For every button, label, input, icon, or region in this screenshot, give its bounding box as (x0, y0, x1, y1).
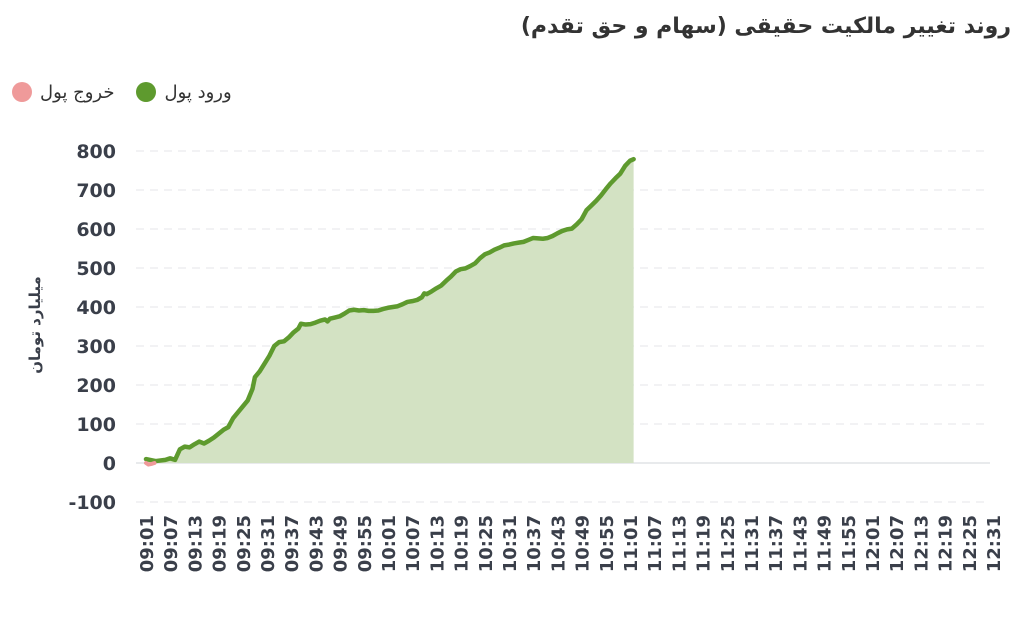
y-tick-label: 200 (76, 375, 116, 397)
y-tick-label: 0 (103, 453, 116, 475)
x-tick-label: 10:49 (573, 515, 594, 572)
x-tick-label: 11:49 (815, 515, 836, 572)
series-line-0 (143, 156, 636, 464)
x-tick-label: 11:13 (669, 515, 690, 572)
legend-label-inflow: ورود پول (164, 81, 232, 103)
series-area-0 (146, 159, 634, 463)
x-tick-label: 09:49 (331, 515, 352, 572)
x-tick-label: 10:01 (379, 515, 400, 572)
x-tick-label: 11:43 (790, 515, 811, 572)
x-tick-label: 10:43 (548, 515, 569, 572)
legend-marker-outflow (12, 82, 32, 102)
x-tick-label: 09:31 (258, 515, 279, 572)
x-tick-label: 12:13 (911, 515, 932, 572)
x-tick-label: 12:19 (936, 515, 957, 572)
x-tick-label: 11:25 (718, 515, 739, 572)
y-tick-label: 400 (76, 297, 116, 319)
x-tick-label: 09:13 (185, 515, 206, 572)
legend-label-outflow: خروج پول (40, 81, 115, 103)
x-tick-label: 12:01 (863, 515, 884, 572)
x-tick-label: 12:25 (960, 515, 981, 572)
x-tick-label: 09:55 (355, 515, 376, 572)
x-tick-label: 11:31 (742, 515, 763, 572)
x-tick-label: 10:55 (597, 515, 618, 572)
series-line-1 (144, 461, 157, 467)
x-tick-label: 10:07 (403, 515, 424, 572)
x-tick-label: 09:37 (282, 515, 303, 572)
x-tick-label: 11:07 (645, 515, 666, 572)
x-tick-label: 09:01 (137, 515, 158, 572)
y-tick-label: 600 (76, 219, 116, 241)
x-tick-label: 11:19 (694, 515, 715, 572)
x-tick-label: 10:19 (452, 515, 473, 572)
y-tick-label: 300 (76, 336, 116, 358)
x-tick-label: 10:31 (500, 515, 521, 572)
x-tick-label: 12:31 (984, 515, 1005, 572)
legend-marker-inflow (136, 82, 157, 102)
y-tick-label: 700 (76, 180, 116, 202)
x-tick-label: 12:07 (887, 515, 908, 572)
legend: ورود پول خروج پول (12, 80, 232, 104)
x-tick-label: 09:07 (161, 515, 182, 572)
x-tick-label: 09:25 (234, 515, 255, 572)
y-tick-label: 500 (76, 258, 116, 280)
x-tick-label: 11:01 (621, 515, 642, 572)
x-tick-label: 11:37 (766, 515, 787, 572)
x-tick-label: 10:37 (524, 515, 545, 572)
chart-title: روند تغییر مالکیت حقیقی (سهام و حق تقدم) (520, 14, 1011, 39)
y-tick-label: -100 (68, 492, 116, 514)
x-tick-label: 11:55 (839, 515, 860, 572)
x-tick-label: 09:43 (306, 515, 327, 572)
x-tick-label: 10:13 (427, 515, 448, 572)
x-tick-label: 10:25 (476, 515, 497, 572)
y-tick-label: 800 (76, 141, 116, 163)
legend-item-inflow[interactable]: ورود پول (136, 81, 232, 103)
legend-item-outflow[interactable]: خروج پول (12, 82, 114, 103)
y-tick-label: 100 (76, 414, 116, 436)
y-axis-label: میلیارد تومان (26, 276, 44, 374)
x-tick-label: 09:19 (210, 515, 231, 572)
